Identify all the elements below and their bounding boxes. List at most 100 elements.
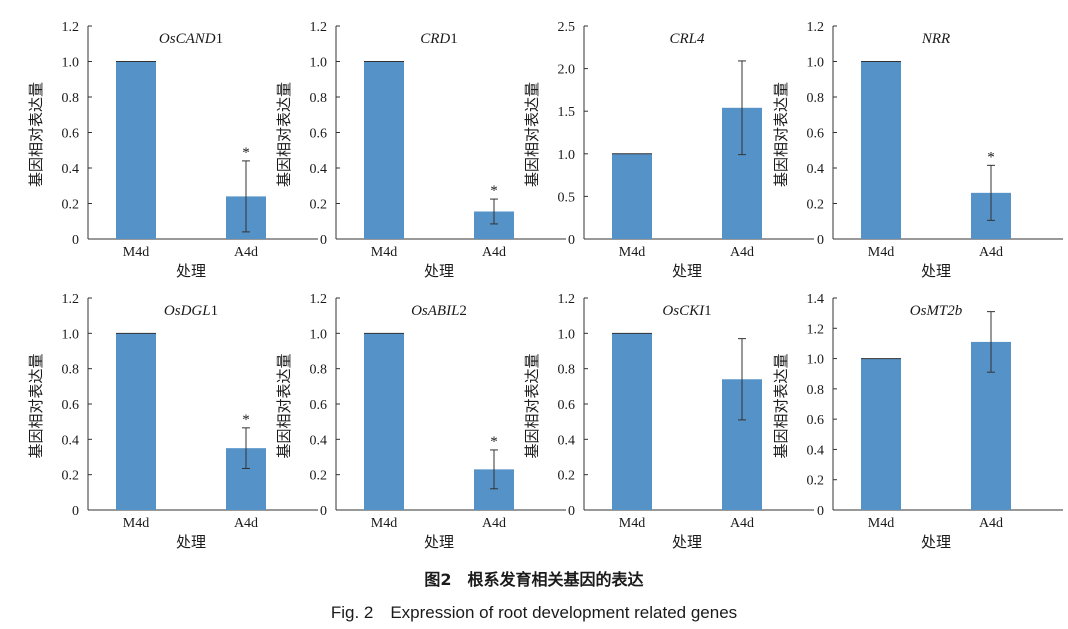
y-tick-label: 0.2 [807, 198, 825, 213]
bar-M4d [116, 61, 156, 239]
y-tick-label: 0 [817, 233, 824, 248]
x-axis-label: 处理 [672, 263, 702, 280]
y-tick-label: 1.0 [558, 148, 576, 163]
y-tick-label: 1.2 [558, 292, 576, 307]
bar-M4d [116, 333, 156, 510]
y-axis-label: 基因相对表达量 [773, 82, 790, 187]
y-tick-label: 0.8 [62, 363, 80, 378]
bar-M4d [612, 153, 652, 239]
x-tick-label: A4d [730, 516, 754, 531]
y-tick-label: 1.5 [558, 105, 576, 120]
bar-M4d [861, 358, 901, 510]
chart-title-part: CRD [420, 31, 450, 47]
y-tick-label: 0 [568, 504, 575, 519]
y-tick-label: 1.0 [310, 327, 328, 342]
y-tick-label: 0 [72, 233, 79, 248]
y-tick-label: 0.2 [310, 469, 328, 484]
y-tick-label: 0 [817, 504, 824, 519]
x-tick-label: M4d [123, 516, 149, 531]
chart-title-part: NRR [921, 31, 950, 47]
y-tick-label: 0.2 [558, 469, 576, 484]
y-tick-label: 0.6 [310, 398, 328, 413]
chart-title-part: OsCAND [159, 31, 216, 47]
y-tick-label: 1.4 [807, 292, 825, 307]
x-axis-label: 处理 [672, 534, 702, 551]
chart-title: CRD1 [420, 31, 458, 47]
chart-title: OsMT2b [910, 303, 963, 319]
chart-panel-1: 0 0.2 0.4 0.6 0.8 1.0 1.2 M4d * A4d 处理 基因相对表达量 OsCAN… [28, 20, 318, 280]
bar-M4d [364, 61, 404, 239]
y-tick-label: 0.4 [807, 162, 825, 177]
y-tick-label: 1.0 [807, 353, 825, 368]
y-tick-label: 0.2 [310, 198, 328, 213]
y-tick-label: 1.2 [62, 292, 80, 307]
chart-title: OsCAND1 [159, 31, 223, 47]
chart-title-part: 2 [459, 303, 467, 319]
y-axis-label: 基因相对表达量 [524, 353, 541, 458]
y-tick-label: 0.4 [310, 433, 328, 448]
y-tick-label: 0.8 [807, 91, 825, 106]
y-tick-label: 0 [568, 233, 575, 248]
x-tick-label: M4d [868, 245, 894, 260]
chart-panel-3: 0 0.5 1.0 1.5 2.0 2.5 M4d A4d 处理 基因相对表达量 CRL4 [524, 20, 814, 280]
y-tick-label: 0.4 [310, 162, 328, 177]
y-tick-label: 2.0 [558, 63, 576, 78]
significance-marker: * [242, 145, 250, 161]
bar-M4d [612, 333, 652, 510]
x-tick-label: M4d [619, 245, 645, 260]
y-axis-label: 基因相对表达量 [28, 353, 45, 458]
y-tick-label: 0.8 [807, 383, 825, 398]
y-tick-label: 0.6 [807, 127, 825, 142]
y-tick-label: 1.2 [310, 20, 328, 35]
y-axis-label: 基因相对表达量 [524, 82, 541, 187]
x-tick-label: M4d [123, 245, 149, 260]
chart-title: OsABIL2 [411, 303, 467, 319]
x-axis-label: 处理 [176, 263, 206, 280]
y-axis-label: 基因相对表达量 [28, 82, 45, 187]
chart-title: OsDGL1 [164, 303, 218, 319]
x-axis-label: 处理 [921, 534, 951, 551]
chart-title: CRL4 [669, 31, 705, 47]
chart-title-part: OsDGL [164, 303, 211, 319]
x-axis-label: 处理 [176, 534, 206, 551]
chart-title-part: 1 [216, 31, 224, 47]
y-tick-label: 0.4 [62, 433, 80, 448]
y-tick-label: 1.0 [807, 56, 825, 71]
y-tick-label: 0.2 [62, 469, 80, 484]
x-tick-label: A4d [979, 245, 1003, 260]
y-tick-label: 0.8 [62, 91, 80, 106]
chart-panel-4: 0 0.2 0.4 0.6 0.8 1.0 1.2 M4d * A4d 处理 基因相对表达量 NRR [773, 20, 1063, 280]
y-tick-label: 0.6 [807, 413, 825, 428]
y-tick-label: 0.8 [310, 363, 328, 378]
y-tick-label: 0.5 [558, 190, 576, 205]
significance-marker: * [490, 183, 498, 199]
x-axis-label: 处理 [424, 263, 454, 280]
x-tick-label: M4d [371, 516, 397, 531]
significance-marker: * [490, 434, 498, 450]
figure-caption-chinese: 图2 根系发育相关基因的表达 [424, 570, 644, 589]
significance-marker: * [242, 412, 250, 428]
bar-M4d [861, 61, 901, 239]
chart-title-part: 1 [704, 303, 712, 319]
chart-panel-6: 0 0.2 0.4 0.6 0.8 1.0 1.2 M4d * A4d 处理 基因相对表达量 OsABI… [276, 292, 566, 551]
figure-caption-english: Fig. 2 Expression of root development re… [330, 603, 738, 622]
y-axis-label: 基因相对表达量 [276, 82, 293, 187]
y-tick-label: 0.4 [807, 443, 825, 458]
chart-panel-5: 0 0.2 0.4 0.6 0.8 1.0 1.2 M4d * A4d 处理 基因相对表达量 OsDGL… [28, 292, 318, 551]
y-tick-label: 1.0 [62, 327, 80, 342]
y-tick-label: 0 [320, 233, 327, 248]
x-tick-label: M4d [619, 516, 645, 531]
x-tick-label: A4d [482, 516, 506, 531]
x-tick-label: A4d [730, 245, 754, 260]
bar-M4d [364, 333, 404, 510]
y-tick-label: 1.0 [62, 56, 80, 71]
x-tick-label: A4d [979, 516, 1003, 531]
x-axis-label: 处理 [921, 263, 951, 280]
y-tick-label: 1.2 [807, 20, 825, 35]
y-tick-label: 1.2 [310, 292, 328, 307]
y-tick-label: 0.8 [310, 91, 328, 106]
y-tick-label: 0.2 [62, 198, 80, 213]
chart-title-part: OsCKI [662, 303, 705, 319]
y-tick-label: 0.6 [558, 398, 576, 413]
